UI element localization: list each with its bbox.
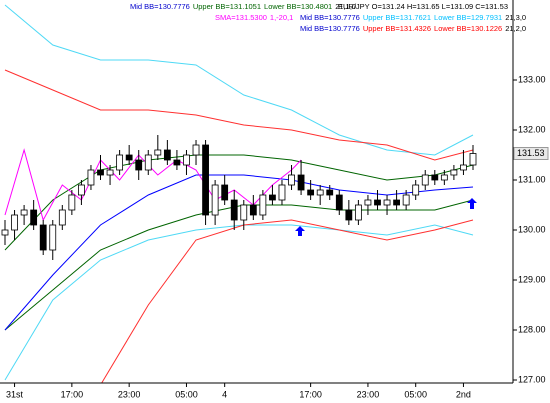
price-label-box (513, 147, 549, 160)
candle-body (192, 144, 200, 156)
candle-body (125, 154, 133, 161)
candle-body (58, 209, 66, 226)
candle-body (412, 184, 420, 196)
indicator-label: 21,2,0 (505, 24, 526, 33)
candle-body (421, 174, 429, 186)
candle-body (230, 199, 238, 221)
candle-body (297, 174, 305, 191)
signal-arrow (295, 226, 305, 236)
indicator-label: Mid BB=130.7776 (300, 13, 360, 22)
candle-body (211, 184, 219, 216)
candle-body (335, 194, 343, 211)
indicator-label: SMA=131.5300 (215, 13, 267, 22)
indicator-line (4, 154, 474, 251)
candle-body (383, 199, 391, 206)
y-tick-label: 130.00 (518, 224, 546, 234)
x-tick-label: 05:00 (175, 389, 198, 399)
candle-body (11, 214, 18, 231)
candle-body (20, 209, 28, 216)
candle-body (106, 169, 114, 176)
y-tick-label: 128.00 (518, 324, 546, 334)
indicator-label: Mid BB=130.7776 (300, 24, 360, 33)
candle-body (364, 199, 372, 206)
indicator-label: 21,3,0 (505, 13, 526, 22)
x-tick-label: 31st (6, 389, 24, 399)
candle-body (249, 204, 257, 216)
candle-body (393, 199, 400, 206)
candle-body (307, 189, 315, 196)
candle-body (450, 169, 458, 176)
x-tick-label: 23:00 (357, 389, 380, 399)
indicator-line (4, 69, 474, 161)
candle-body (30, 209, 38, 226)
y-tick-label: 131.00 (518, 174, 546, 184)
candle-body (269, 194, 276, 201)
indicator-label: Upper BB=131.4326 (363, 24, 431, 33)
price-label: 131.53 (517, 148, 545, 158)
candle-body (316, 189, 324, 196)
candle-body (183, 154, 190, 166)
indicator-label: Lower BB=130.4801 (264, 2, 332, 11)
indicator-label: Lower BB=129.7931 (434, 13, 502, 22)
indicator-label: Upper BB=131.1051 (193, 2, 261, 11)
candle-body (173, 159, 181, 166)
candle-body (39, 224, 47, 251)
candle-body (202, 144, 209, 216)
candle-body (259, 194, 267, 216)
signal-arrow (467, 198, 477, 209)
candle-body (240, 204, 248, 221)
x-tick-label: 23:00 (118, 389, 141, 399)
indicator-label: 21,1,0 (335, 2, 356, 11)
indicator-line (4, 4, 474, 156)
candle-body (163, 149, 171, 161)
candle-body (49, 224, 57, 251)
candle-body (440, 174, 448, 181)
y-tick-label: 129.00 (518, 274, 546, 284)
candles (1, 135, 477, 260)
candle-body (288, 174, 295, 186)
indicator-label: Mid BB=130.7776 (130, 2, 190, 11)
y-tick-label: 127.00 (518, 374, 546, 384)
candle-body (354, 204, 362, 221)
x-tick-label: 17:00 (61, 389, 84, 399)
candle-body (431, 174, 439, 181)
x-tick-label: 05:00 (404, 389, 427, 399)
candle-body (345, 209, 353, 221)
candle-body (116, 154, 124, 171)
candle-body (278, 184, 286, 201)
x-tick-label: 17:00 (299, 389, 322, 399)
candle-body (135, 159, 143, 171)
candle-body (144, 154, 152, 171)
indicator-label: Upper BB=131.7621 (363, 13, 431, 22)
candle-body (469, 153, 477, 166)
candle-body (402, 194, 410, 206)
y-tick-label: 132.00 (518, 124, 546, 134)
indicator-label: EUR/JPY O=131.24 H=131.65 L=131.09 C=131… (338, 2, 508, 11)
overlay: 133.00 132.00 131.00 130.00 129.00 128.00 127.… (6, 2, 549, 399)
x-tick-label: 4 (222, 389, 227, 399)
candle-body (374, 199, 381, 206)
indicator-line (4, 174, 474, 331)
candle-body (460, 164, 467, 171)
x-tick-label: 2nd (456, 389, 471, 399)
candle-body (154, 149, 162, 156)
indicator-label: 1,-20,1 (270, 13, 293, 22)
y-tick-label: 133.00 (518, 74, 546, 84)
candle-body (221, 184, 229, 201)
candle-body (78, 184, 85, 196)
candle-body (1, 229, 9, 236)
candle-body (68, 194, 76, 211)
indicator-label: Lower BB=130.1226 (434, 24, 502, 33)
candle-body (87, 169, 95, 186)
candle-body (97, 169, 104, 176)
candle-body (326, 189, 334, 196)
